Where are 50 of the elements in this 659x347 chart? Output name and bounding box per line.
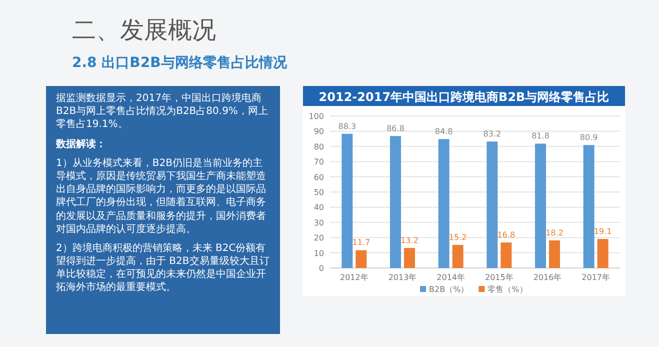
y-tick-label: 70 [314, 158, 324, 167]
data-label: 80.9 [580, 133, 598, 142]
text: 据监测数据显示，2017年，中国出口跨境电商B2B与网上零售占比情况为B2B占80.9%，网上零售占19.1%。 [56, 92, 269, 132]
y-tick-label: 100 [308, 112, 324, 121]
bar [404, 248, 415, 268]
bar [583, 145, 594, 268]
x-tick-label: 2016年 [533, 273, 562, 282]
y-tick-label: 0 [318, 264, 324, 273]
bar [438, 139, 450, 268]
bar [597, 238, 608, 268]
data-label: 86.8 [386, 124, 404, 134]
text: 2）跨境电商积极的营销策略，未来 B2C份额有望得到进一步提高，由于 B2B交易量级较大且订单比较稳定，在可预见的未来仍然是中国企业开拓海外市场的最重要模式。 [56, 242, 270, 295]
data-label: 81.8 [532, 132, 550, 141]
y-tick-label: 50 [314, 188, 324, 197]
data-label: 13.2 [400, 236, 418, 245]
chart-title: 2012-2017年中国出口跨境电商B2B与网络零售占比 [318, 90, 610, 104]
bar [390, 136, 401, 268]
bar [549, 240, 560, 268]
text: 2.8 出口B2B与网络零售占比情况 [72, 54, 287, 72]
bar [452, 244, 464, 268]
data-label: 15.2 [448, 232, 467, 242]
bar [486, 142, 498, 268]
y-tick-label: 30 [314, 218, 324, 228]
legend-label: B2B（%） [429, 285, 469, 294]
x-tick-label: 2017年 [582, 273, 610, 282]
text: 1）从业务模式来看，B2B仍旧是当前业务的主导模式，原因是传统贸易下我国生产商未能塑造出自身品牌的国际影响力，而更多的是以国际品牌代工厂的身份出现，但随着互联网、电子商务的发展以及产品质量和服务的提升，国外消费者对国内品牌的认可度逐步提高。 [56, 156, 267, 236]
text: 数据解读： [56, 138, 107, 151]
y-tick-label: 40 [314, 203, 324, 212]
data-label: 11.7 [352, 238, 370, 248]
y-tick-label: 20 [314, 234, 324, 243]
x-tick-label: 2013年 [388, 273, 417, 282]
x-tick-label: 2012年 [340, 273, 368, 282]
data-label: 84.8 [434, 127, 453, 136]
x-tick-label: 2015年 [484, 273, 514, 282]
y-tick-label: 60 [314, 172, 324, 182]
bar [535, 144, 546, 268]
bar [356, 250, 367, 268]
text: 二、发展概况 [72, 15, 216, 46]
bar [342, 134, 353, 268]
data-label: 88.3 [338, 122, 356, 131]
data-label: 19.1 [594, 226, 612, 236]
data-label: 16.8 [497, 230, 516, 240]
y-tick-label: 80 [314, 142, 324, 152]
y-tick-label: 10 [314, 248, 324, 258]
data-label: 18.2 [546, 228, 564, 238]
bar [500, 242, 512, 268]
data-label: 83.2 [483, 130, 502, 139]
x-tick-label: 2014年 [436, 273, 466, 282]
y-tick-label: 90 [314, 127, 324, 136]
legend-label: 零售（%） [488, 285, 528, 294]
